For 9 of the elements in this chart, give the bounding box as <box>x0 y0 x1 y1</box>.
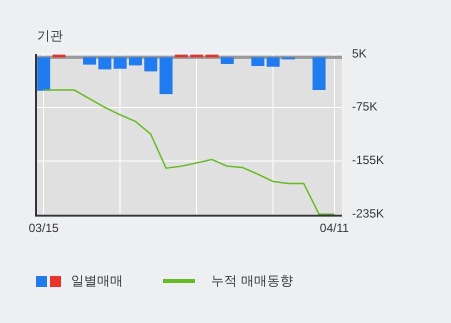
chart-title: 기관 <box>37 28 63 45</box>
y-tick-label: -155K <box>352 153 384 168</box>
legend-label: 누적 매매동향 <box>211 273 294 290</box>
y-tick-label: -235K <box>352 206 384 221</box>
y-tick-label: -75K <box>352 100 378 114</box>
x-tick-label: 03/15 <box>28 221 59 236</box>
y-tick-label: 5K <box>352 46 367 60</box>
legend-label: 일별매매 <box>71 273 123 290</box>
x-tick-label: 04/11 <box>320 221 350 236</box>
